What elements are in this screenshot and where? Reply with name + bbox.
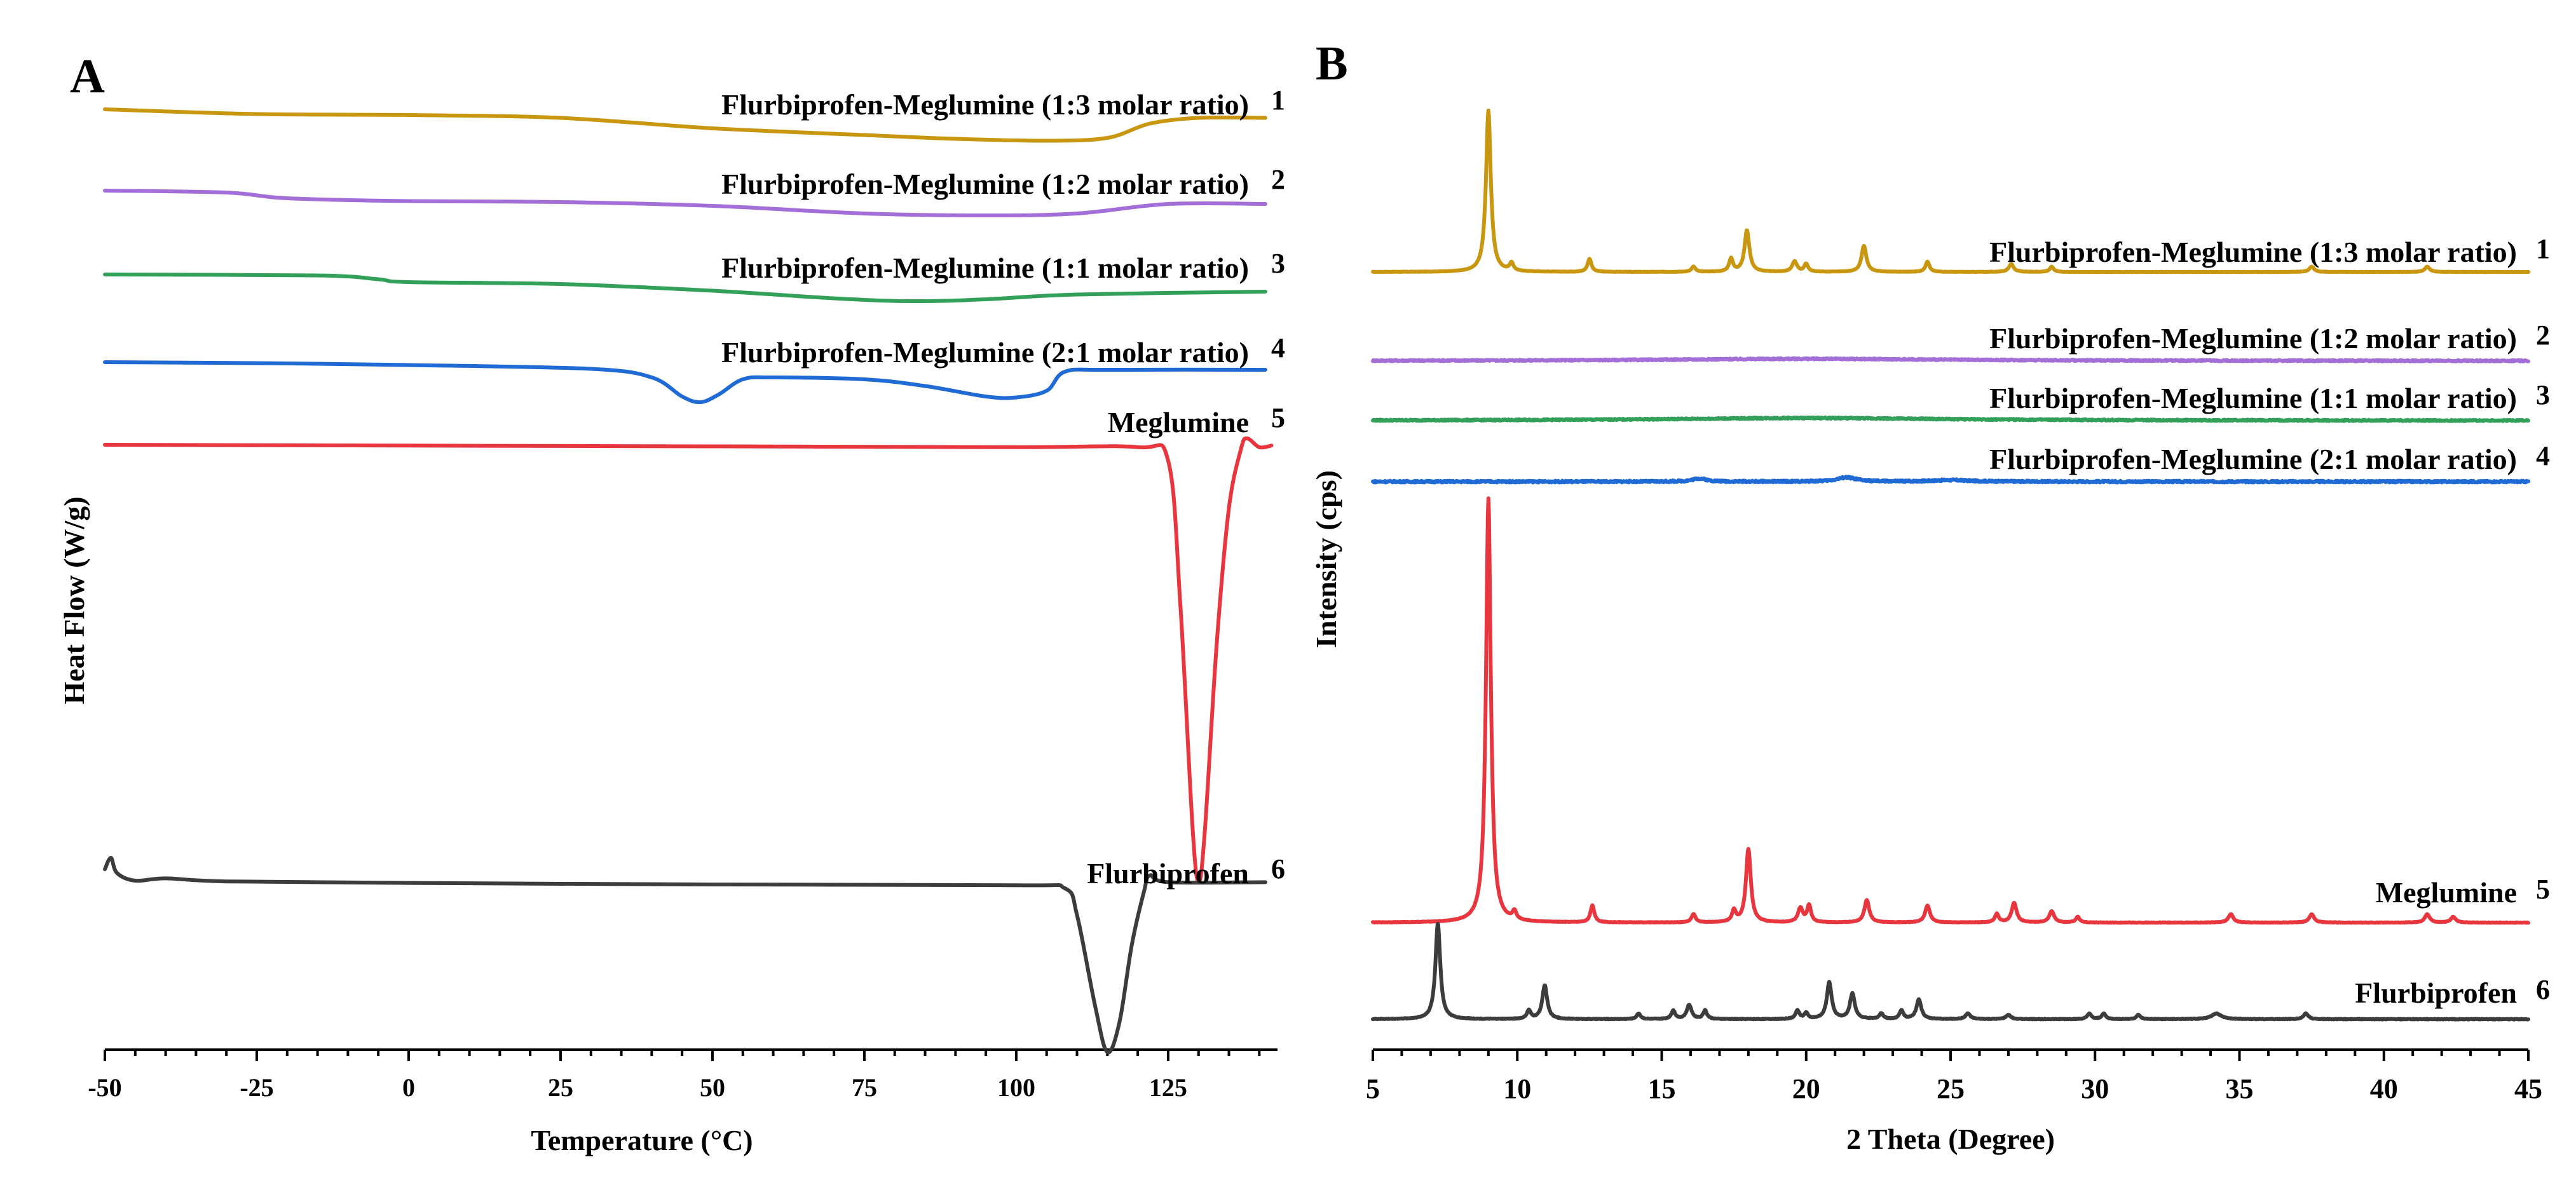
panel-b-traces	[1371, 108, 2530, 1022]
panel-a-x-tick-label: 100	[997, 1073, 1035, 1102]
panel-a-series-label: Flurbiprofen-Meglumine (1:2 molar ratio)	[721, 168, 1249, 200]
panel-b-trace-flurbiprofen-meglumine-1-2-molar-ratio	[1371, 356, 2530, 363]
panel-a-series-label: Flurbiprofen-Meglumine (1:3 molar ratio)	[721, 88, 1249, 121]
panel-b-trace-meglumine	[1371, 496, 2530, 925]
panel-a-trace-meglumine	[103, 437, 1274, 884]
panel-b-trace-flurbiprofen-meglumine-2-1-molar-ratio	[1371, 475, 2530, 485]
panel-b-series-number: 4	[2536, 440, 2550, 471]
panel-b-x-tick-label: 15	[1648, 1073, 1676, 1104]
panel-b-series-label: Meglumine	[2376, 876, 2517, 909]
panel-a-trace-flurbiprofen-meglumine-1-1-molar-ratio	[103, 273, 1267, 304]
panel-b-x-tick-label: 30	[2081, 1073, 2109, 1104]
panel-a-trace-flurbiprofen-meglumine-2-1-molar-ratio	[103, 360, 1267, 405]
panel-b-x-ticks: 5 10 15 20 25 30 35 40 45	[1366, 1050, 2542, 1104]
panel-b-x-tick-label: 5	[1366, 1073, 1380, 1104]
panel-b-series-label: Flurbiprofen-Meglumine (1:3 molar ratio)	[1989, 236, 2517, 268]
panel-b-trace-flurbiprofen	[1371, 922, 2530, 1022]
panel-a-dsc-chart: A -50 -25 0 25 50 75 100 125 Temperature (°C) H…	[58, 50, 1285, 1156]
panel-a-series-labels: Flurbiprofen-Meglumine (1:3 molar ratio)…	[721, 85, 1285, 890]
panel-b-y-axis-title: Intensity (cps)	[1310, 470, 1342, 648]
panel-b-x-axis-title: 2 Theta (Degree)	[1846, 1123, 2055, 1155]
panel-a-x-tick-label: 25	[548, 1073, 573, 1102]
panel-b-series-labels: Flurbiprofen-Meglumine (1:3 molar ratio)…	[1989, 233, 2550, 1009]
panel-a-x-axis-title: Temperature (°C)	[531, 1124, 753, 1156]
panel-b-series-label: Flurbiprofen-Meglumine (1:1 molar ratio)	[1989, 382, 2517, 414]
panel-a-trace-flurbiprofen	[103, 856, 1267, 1055]
panel-a-series-label: Flurbiprofen	[1087, 857, 1249, 890]
panel-b-series-label: Flurbiprofen-Meglumine (1:2 molar ratio)	[1989, 322, 2517, 355]
panel-a-series-label: Flurbiprofen-Meglumine (1:1 molar ratio)	[721, 252, 1249, 284]
panel-b-series-number: 6	[2536, 974, 2550, 1005]
panel-b-trace-flurbiprofen-meglumine-1-3-molar-ratio	[1371, 108, 2530, 274]
panel-a-traces	[103, 107, 1274, 1055]
panel-a-series-number: 5	[1271, 402, 1285, 433]
panel-a-series-number: 3	[1271, 248, 1285, 279]
panel-a-series-number: 2	[1271, 164, 1285, 195]
panel-a-series-label: Meglumine	[1108, 406, 1249, 438]
panel-a-x-tick-label: 125	[1149, 1073, 1187, 1102]
panel-b-series-label: Flurbiprofen-Meglumine (2:1 molar ratio)	[1989, 443, 2517, 475]
panel-b-x-tick-label: 35	[2226, 1073, 2254, 1104]
panel-b-series-number: 1	[2536, 233, 2550, 264]
panel-b-series-number: 2	[2536, 320, 2550, 351]
panel-a-x-tick-label: 0	[402, 1073, 415, 1102]
panel-a-series-number: 1	[1271, 85, 1285, 116]
panel-b-x-tick-label: 45	[2514, 1073, 2542, 1104]
panel-b-trace-flurbiprofen-meglumine-1-1-molar-ratio	[1371, 415, 2530, 423]
panel-a-series-number: 6	[1271, 853, 1285, 884]
panel-b-xrd-chart: B 5 10 15 20 25 30 35 40 45 2 Theta (Degree) Int…	[1310, 37, 2550, 1155]
panel-b-series-label: Flurbiprofen	[2355, 977, 2517, 1009]
panel-a-x-tick-label: -25	[240, 1073, 273, 1102]
panel-a-series-number: 4	[1271, 332, 1285, 363]
panel-b-x-tick-label: 40	[2370, 1073, 2398, 1104]
panel-a-series-label: Flurbiprofen-Meglumine (2:1 molar ratio)	[721, 336, 1249, 369]
panel-a-letter: A	[70, 50, 105, 103]
panel-b-x-tick-label: 25	[1937, 1073, 1965, 1104]
panel-b-series-number: 3	[2536, 379, 2550, 410]
panel-a-x-ticks: -50 -25 0 25 50 75 100 125	[88, 1050, 1261, 1102]
panel-a-trace-flurbiprofen-meglumine-1-2-molar-ratio	[103, 189, 1267, 217]
panel-b-x-tick-label: 10	[1503, 1073, 1531, 1104]
panel-a-x-tick-label: 50	[700, 1073, 725, 1102]
panel-b-series-number: 5	[2536, 874, 2550, 905]
panel-b-x-tick-label: 20	[1792, 1073, 1820, 1104]
panel-a-x-tick-label: 75	[852, 1073, 877, 1102]
panel-a-trace-flurbiprofen-meglumine-1-3-molar-ratio	[103, 107, 1267, 143]
panel-a-x-tick-label: -50	[88, 1073, 121, 1102]
panel-b-letter: B	[1316, 37, 1348, 90]
panel-a-y-axis-title: Heat Flow (W/g)	[58, 496, 90, 704]
